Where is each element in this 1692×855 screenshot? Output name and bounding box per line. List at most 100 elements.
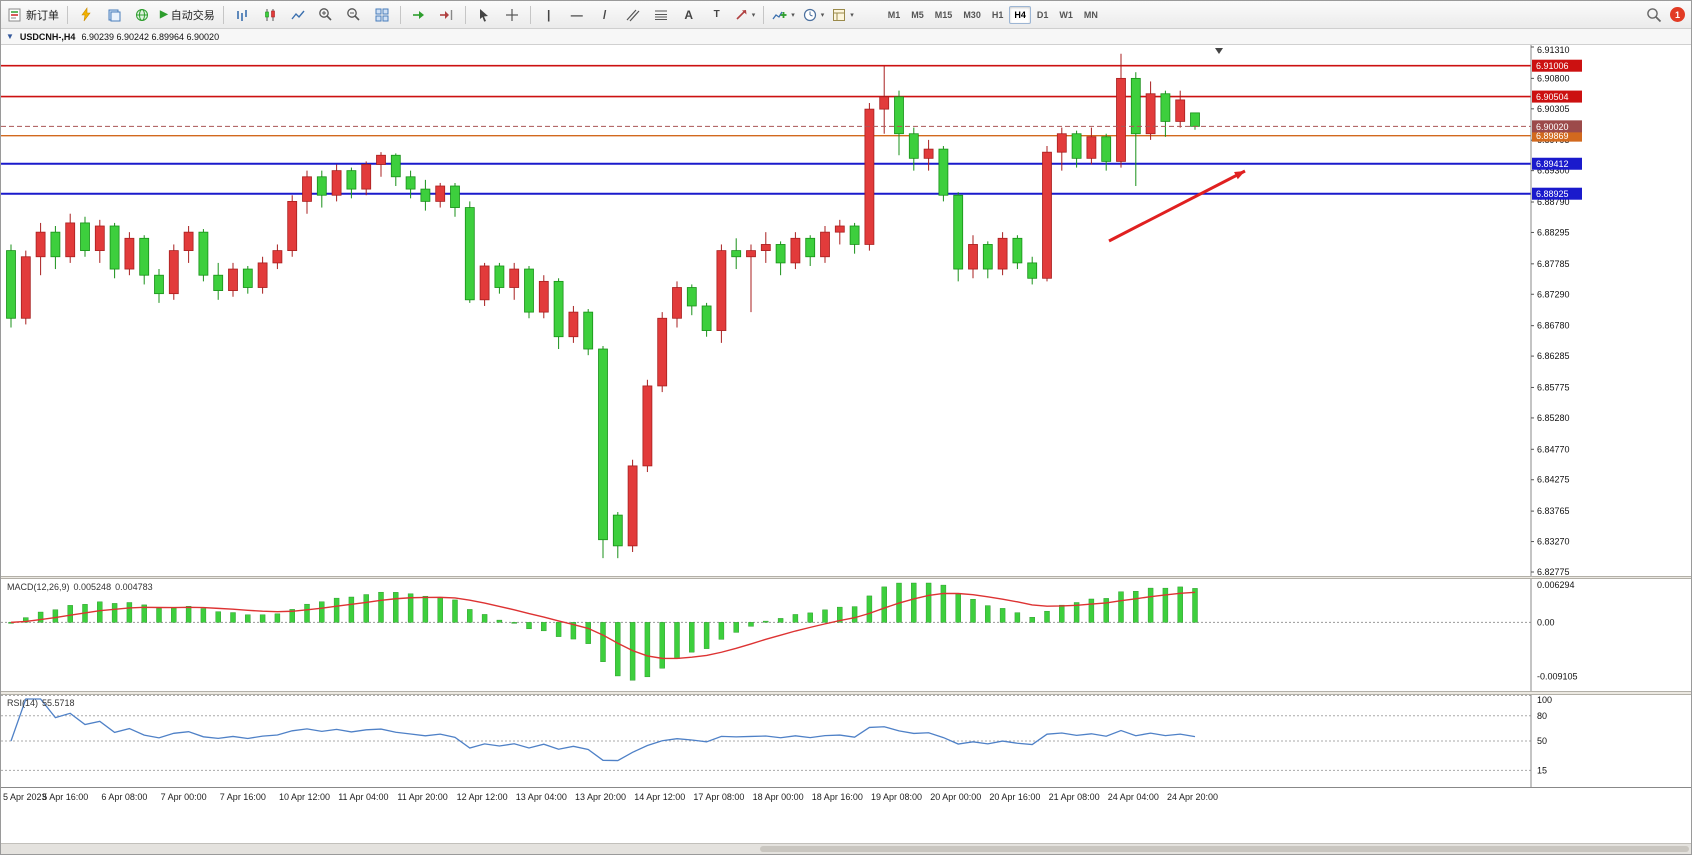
toolbar-separator [763,5,765,24]
auto-trading-button[interactable]: ▶ 自动交易 [157,4,218,26]
price-badge-label: 6.88925 [1536,189,1569,199]
toolbar-separator [464,5,466,24]
new-order-icon [8,8,21,21]
vertical-line-button[interactable]: | [536,4,562,26]
dropdown-caret-icon: ▾ [850,11,854,19]
rsi-panel-canvas[interactable]: 100 80 50 15 [1,695,1692,787]
macd-histogram [8,582,1198,681]
auto-scroll-button[interactable] [406,4,432,26]
main-chart-canvas[interactable]: 6.913106.908006.903056.897956.893006.887… [1,45,1692,576]
chart-shift-button[interactable] [434,4,460,26]
price-badge [1532,120,1582,133]
dropdown-caret-icon: ▾ [751,11,756,19]
price-tick-label: 6.86780 [1537,321,1570,331]
chart-symbol-period: USDCNH-,H4 [19,31,76,42]
templates-button[interactable]: ▾ [829,4,857,26]
documents-button[interactable] [101,4,127,26]
price-tick-label: 6.85280 [1537,413,1570,423]
time-axis-label: 12 Apr 12:00 [456,792,508,802]
price-tick-label: 6.83270 [1537,537,1570,547]
timeframe-d1[interactable]: D1 [1036,9,1049,20]
macd-scale-label: 0.00 [1537,617,1555,627]
price-tick-label: 6.84770 [1537,444,1570,454]
dropdown-caret-icon: ▾ [820,11,825,19]
price-tick-label: 6.90800 [1537,73,1570,83]
time-axis-label: 17 Apr 08:00 [693,792,745,802]
search-icon[interactable] [1646,7,1662,23]
timeframe-h4[interactable]: H4 [1009,5,1031,24]
cursor-button[interactable] [471,4,497,26]
macd-readout: MACD(12,26,9) 0.005248 0.004783 [7,582,157,592]
time-axis-label: 19 Apr 08:00 [871,792,923,802]
notification-badge[interactable]: 1 [1670,7,1685,22]
timeframe-toolbar: M1 M5 M15 M30 H1 H4 D1 W1 MN [883,5,1103,24]
time-axis[interactable]: 5 Apr 2023 5 Apr 16:00 6 Apr 08:00 7 Apr 00… [1,787,1691,808]
zoom-in-icon [319,8,332,21]
rsi-scale-label: 50 [1537,736,1547,746]
zoom-in-button[interactable] [313,4,339,26]
fibonacci-icon [654,10,667,20]
macd-main-value: 0.005248 [73,582,112,592]
time-axis-label: 14 Apr 12:00 [634,792,686,802]
price-badge [1532,187,1582,200]
text-button[interactable]: A [676,4,702,26]
auto-trading-label: 自动交易 [170,9,215,22]
candlestick-chart-icon [264,8,275,21]
fibonacci-button[interactable] [648,4,674,26]
text-label-button[interactable]: T [704,4,730,26]
price-badge-label: 6.89869 [1536,131,1569,141]
periods-button[interactable]: ▾ [800,4,828,26]
crosshair-button[interactable] [499,4,525,26]
panel-splitter[interactable] [1,691,1691,695]
macd-scale-label: -0.009105 [1537,672,1578,682]
timeframe-mn[interactable]: MN [1083,9,1098,20]
toolbar-right-group: 1 [1646,7,1687,23]
time-axis-label: 13 Apr 20:00 [575,792,627,802]
rsi-line [10,698,1196,762]
channel-button[interactable] [620,4,646,26]
scrollbar-thumb[interactable] [759,846,1689,852]
price-tick-label: 6.88295 [1537,227,1570,237]
price-badge [1532,157,1582,170]
text-label-icon: T [713,8,720,20]
timeframe-m1[interactable]: M1 [887,9,901,20]
timeframe-m30[interactable]: M30 [963,9,981,20]
zoom-out-button[interactable] [341,4,367,26]
arrows-tool-button[interactable]: ▾ [732,4,759,26]
timeframe-m5[interactable]: M5 [911,9,924,20]
new-order-button[interactable]: 新订单 [5,4,62,26]
chart-shift-icon [440,9,453,20]
line-chart-button[interactable] [285,4,311,26]
chart-shift-marker[interactable] [1215,48,1223,54]
price-tick-label: 6.89300 [1537,166,1570,176]
trendline-button[interactable]: / [592,4,618,26]
time-axis-label: 20 Apr 00:00 [930,792,982,802]
lightning-button[interactable] [73,4,99,26]
tile-windows-button[interactable] [369,4,395,26]
bar-chart-button[interactable] [229,4,255,26]
time-axis-label: 5 Apr 16:00 [42,792,89,802]
toolbar-separator [67,5,68,24]
toolbar-separator [529,5,531,24]
dropdown-caret-icon: ▾ [791,11,795,19]
price-badge-label: 6.89412 [1536,159,1569,169]
trend-arrow[interactable] [1108,169,1246,243]
panel-splitter[interactable] [1,576,1691,579]
chart-menu-icon[interactable]: ▼ [6,31,14,41]
documents-icon [108,9,120,21]
macd-panel-canvas[interactable]: 0.006294 0.00 -0.009105 [1,579,1692,691]
rsi-scale-label: 15 [1537,765,1547,775]
chart-titlebar: ▼ USDCNH-,H4 6.90239 6.90242 6.89964 6.9… [1,29,1691,45]
globe-button[interactable] [129,4,155,26]
time-axis-label: 11 Apr 04:00 [338,792,389,802]
indicators-button[interactable]: ▾ [769,4,798,26]
horizontal-scrollbar[interactable] [1,843,1691,854]
price-tick-label: 6.82775 [1537,567,1570,576]
timeframe-m15[interactable]: M15 [934,9,953,20]
timeframe-w1[interactable]: W1 [1059,9,1073,20]
time-axis-label: 11 Apr 20:00 [397,792,448,802]
time-axis-label: 6 Apr 08:00 [101,792,148,802]
timeframe-h1[interactable]: H1 [991,9,1004,20]
horizontal-line-button[interactable]: — [564,4,590,26]
candlestick-chart-button[interactable] [257,4,283,26]
